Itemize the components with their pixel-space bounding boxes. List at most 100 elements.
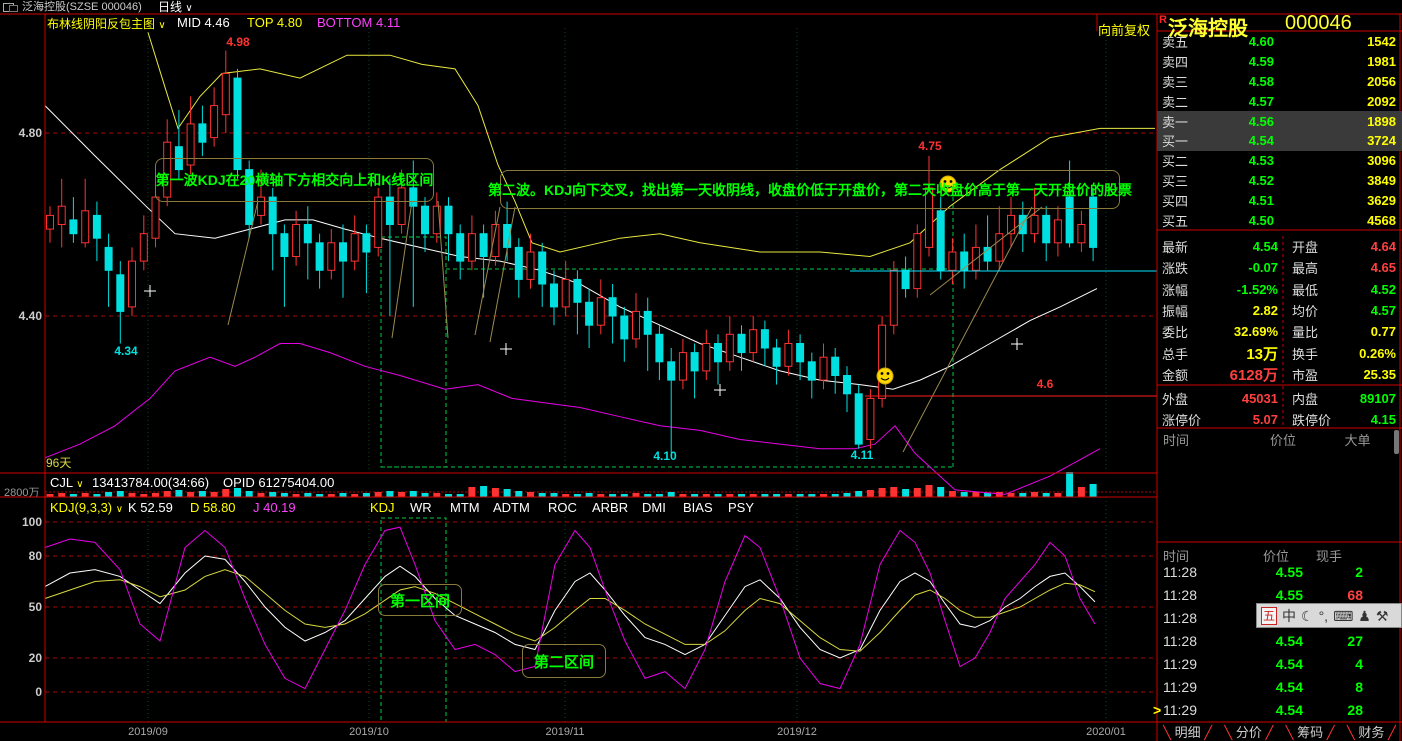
- stat-value: 45031: [1241, 391, 1278, 406]
- volume-bar: [1077, 487, 1085, 497]
- volume-bar: [702, 494, 710, 497]
- tick-row[interactable]: > 11:29 4.54 28: [1153, 699, 1402, 722]
- bid-row[interactable]: 买三 4.52 3849: [1157, 171, 1402, 191]
- level-qty: 3096: [1367, 153, 1396, 169]
- cjl-value: 13413784.00(34:66): [92, 475, 210, 490]
- tick-row[interactable]: 11:28 4.54 27: [1157, 630, 1402, 653]
- candle-body: [467, 233, 476, 262]
- punctuation-icon[interactable]: °,: [1318, 607, 1329, 624]
- stat-value: 4.64: [1370, 239, 1396, 254]
- level-price: 4.59: [1248, 54, 1274, 70]
- tab-item[interactable]: 筹码: [1297, 725, 1324, 740]
- kdj-indicator-selector[interactable]: KDJ(9,3,3) ∨: [50, 500, 123, 515]
- indicator-tab-wr[interactable]: WR: [410, 500, 432, 515]
- boll-bottom-value: BOTTOM 4.11: [317, 15, 401, 30]
- volume-bar: [491, 488, 499, 497]
- volume-bar: [1019, 493, 1027, 497]
- stat-value: 0.77: [1370, 324, 1396, 340]
- kdj-j-value: J 40.19: [253, 500, 296, 515]
- indicator-tab-psy[interactable]: PSY: [728, 500, 755, 515]
- volume-bar: [948, 491, 956, 497]
- stat-label: 涨停价: [1162, 413, 1202, 428]
- keyboard-icon[interactable]: ⌨: [1333, 607, 1354, 624]
- volume-bar: [316, 494, 324, 497]
- volume-bar: [1054, 493, 1062, 497]
- boll-top-value: TOP 4.80: [247, 15, 303, 30]
- tick-row[interactable]: 11:28 4.55 68: [1157, 584, 1402, 607]
- user-icon[interactable]: ♟: [1358, 607, 1371, 624]
- volume-bar: [69, 494, 77, 497]
- volume-bar: [925, 485, 933, 497]
- bid-row[interactable]: 买五 4.50 4568: [1157, 210, 1402, 230]
- volume-bar: [398, 492, 406, 497]
- wubi-input-icon[interactable]: 五: [1261, 606, 1278, 625]
- cjl-indicator-selector[interactable]: CJL ∨: [50, 475, 84, 490]
- volume-bar: [761, 494, 769, 497]
- tab-detail-active[interactable]: 明细: [1174, 725, 1201, 740]
- volume-bar: [527, 492, 534, 497]
- indicator-tab-bias[interactable]: BIAS: [683, 500, 713, 515]
- indicator-tab-roc[interactable]: ROC: [548, 500, 577, 515]
- candle-body: [1030, 214, 1039, 235]
- callout-line: [437, 200, 449, 339]
- candle-body: [397, 187, 406, 225]
- adjust-mode-button[interactable]: 向前复权: [1098, 23, 1151, 38]
- indicator-tab-dmi[interactable]: DMI: [642, 500, 666, 515]
- zone2-label: 第二区间: [533, 653, 594, 671]
- date-axis-label: 2019/09: [128, 726, 168, 738]
- tab-item[interactable]: 财务: [1358, 725, 1385, 740]
- tick-row[interactable]: 11:28: [1157, 607, 1402, 630]
- indicator-tab-kdj[interactable]: KDJ: [370, 500, 395, 515]
- bid-row[interactable]: 买二 4.53 3096: [1157, 151, 1402, 171]
- candle-body: [1007, 214, 1015, 235]
- candle-body: [292, 224, 301, 257]
- halfwidth-moon-icon[interactable]: ☾: [1301, 607, 1314, 624]
- candle-body: [245, 169, 254, 226]
- tab-item[interactable]: 分价: [1235, 725, 1262, 740]
- stat-value: -0.07: [1248, 260, 1278, 276]
- candle-body: [92, 214, 101, 239]
- tick-row[interactable]: 11:29 4.54 8: [1157, 676, 1402, 699]
- tick-row[interactable]: 11:29 4.54 4: [1157, 653, 1402, 676]
- candle-body: [714, 343, 722, 363]
- boll-bottom-line: [44, 343, 1101, 495]
- chevron-down-icon: ∨: [115, 504, 124, 515]
- ask-row[interactable]: 卖一 4.56 1898: [1157, 111, 1402, 131]
- tick-qty: 68: [1347, 587, 1363, 603]
- price-marker-label: 4.75: [918, 139, 942, 153]
- indicator-tab-mtm[interactable]: MTM: [450, 500, 480, 515]
- chevron-down-icon: ∨: [185, 3, 193, 14]
- kdj-k-value: K 52.59: [128, 500, 173, 515]
- chinese-mode-icon[interactable]: 中: [1282, 607, 1297, 624]
- candle-body: [819, 356, 828, 381]
- volume-bar: [339, 493, 347, 497]
- level-price: 4.53: [1248, 153, 1274, 169]
- tools-icon[interactable]: ⚒: [1375, 607, 1389, 624]
- cjl-opid-value: OPID 61275404.00: [223, 475, 335, 490]
- candle-body: [807, 361, 816, 381]
- candle-body: [374, 196, 383, 248]
- chevron-down-icon: ∨: [158, 20, 166, 31]
- col-time2: 时间: [1163, 549, 1190, 564]
- tab-separator: ╱: [1204, 725, 1213, 740]
- ask-row[interactable]: 卖三 4.58 2056: [1157, 72, 1402, 92]
- stat-label: 量比: [1292, 325, 1319, 341]
- main-indicator-selector[interactable]: 布林线阴阳反包主图 ∨: [47, 15, 166, 32]
- tick-qty: 8: [1355, 679, 1363, 695]
- period-selector[interactable]: 日线 ∨: [158, 0, 193, 16]
- ask-row[interactable]: 卖五 4.60 1542: [1157, 32, 1402, 52]
- indicator-tab-adtm[interactable]: ADTM: [493, 500, 530, 515]
- ask-row[interactable]: 卖二 4.57 2092: [1157, 91, 1402, 111]
- candle-body: [69, 219, 78, 235]
- bid-row[interactable]: 买四 4.51 3629: [1157, 190, 1402, 210]
- indicator-tab-arbr[interactable]: ARBR: [592, 500, 629, 515]
- scrollbar-thumb[interactable]: [1394, 430, 1399, 454]
- volume-bar: [714, 494, 722, 497]
- candle-body: [104, 246, 113, 271]
- tick-row[interactable]: 11:28 4.55 2: [1157, 561, 1402, 584]
- candle-body: [995, 233, 1004, 262]
- ask-row[interactable]: 卖四 4.59 1981: [1157, 52, 1402, 72]
- volume-bar: [632, 493, 640, 497]
- bid-row[interactable]: 买一 4.54 3724: [1157, 131, 1402, 151]
